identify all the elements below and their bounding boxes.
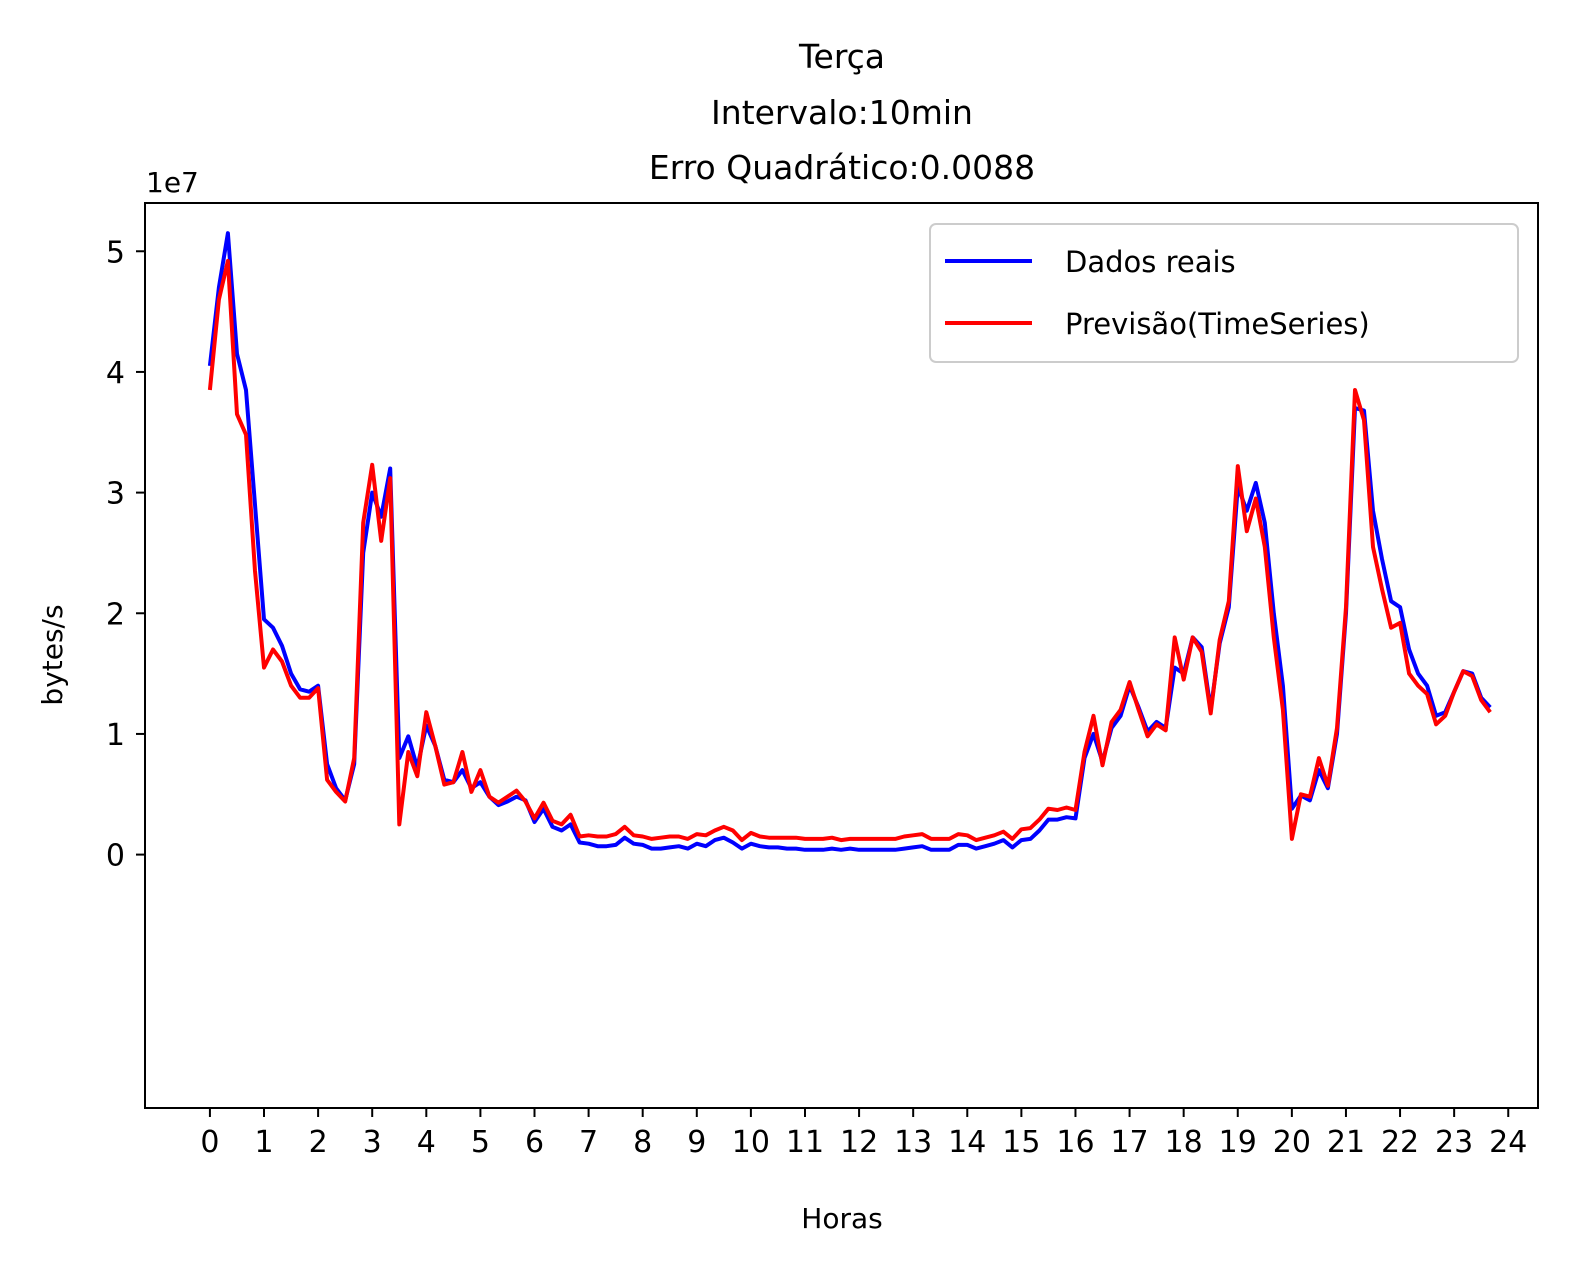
series-line-previsao <box>207 258 1492 843</box>
y-tick-label: 2 <box>106 597 125 632</box>
x-tick-label: 2 <box>309 1125 328 1160</box>
legend-label-dados-reais: Dados reais <box>1065 245 1236 279</box>
x-tick-label: 24 <box>1489 1125 1527 1160</box>
legend-box <box>929 223 1519 363</box>
x-tick-label: 19 <box>1219 1125 1257 1160</box>
y-tick-label: 3 <box>106 477 125 512</box>
x-tick-label: 16 <box>1056 1125 1094 1160</box>
plot-frame <box>144 202 1539 1109</box>
x-tick-label: 12 <box>840 1125 878 1160</box>
legend: Dados reais Previsão(TimeSeries) <box>929 223 1519 363</box>
x-tick-label: 0 <box>200 1125 219 1160</box>
y-axis-offset-label: 1e7 <box>146 166 199 199</box>
x-tick-label: 14 <box>948 1125 986 1160</box>
chart-title-line-1: Terça <box>798 37 885 76</box>
y-tick-label: 0 <box>106 839 125 874</box>
x-tick-label: 4 <box>417 1125 436 1160</box>
chart-title-line-3: Erro Quadrático:0.0088 <box>649 148 1035 187</box>
x-axis-label: Horas <box>801 1202 882 1235</box>
x-tick-label: 9 <box>687 1125 706 1160</box>
x-tick-label: 15 <box>1002 1125 1040 1160</box>
x-tick-label: 6 <box>525 1125 544 1160</box>
y-axis-label: bytes/s <box>36 604 69 705</box>
x-tick-label: 3 <box>363 1125 382 1160</box>
x-tick-label: 10 <box>732 1125 770 1160</box>
x-tick-label: 8 <box>633 1125 652 1160</box>
y-tick-label: 1 <box>106 718 125 753</box>
x-tick-label: 17 <box>1110 1125 1148 1160</box>
axis-ticks: 0 1 2 3 4 5 6 7 8 9 10 11 12 13 14 15 16 17 18 19 20 21 22 23 24… <box>106 235 1527 1160</box>
x-tick-label: 5 <box>471 1125 490 1160</box>
chart-title: Terça Intervalo:10min Erro Quadrático:0.… <box>649 37 1035 187</box>
x-tick-label: 18 <box>1165 1125 1203 1160</box>
x-tick-label: 1 <box>254 1125 273 1160</box>
y-tick-label: 4 <box>106 356 125 391</box>
y-tick-label: 5 <box>106 235 125 270</box>
x-tick-label: 13 <box>894 1125 932 1160</box>
series-layer <box>207 231 1492 852</box>
chart-title-line-2: Intervalo:10min <box>711 93 973 132</box>
x-tick-label: 21 <box>1327 1125 1365 1160</box>
x-tick-label: 23 <box>1435 1125 1473 1160</box>
x-tick-label: 7 <box>579 1125 598 1160</box>
x-tick-label: 20 <box>1273 1125 1311 1160</box>
legend-label-previsao: Previsão(TimeSeries) <box>1065 307 1370 341</box>
x-tick-label: 11 <box>786 1125 824 1160</box>
x-tick-label: 22 <box>1381 1125 1419 1160</box>
